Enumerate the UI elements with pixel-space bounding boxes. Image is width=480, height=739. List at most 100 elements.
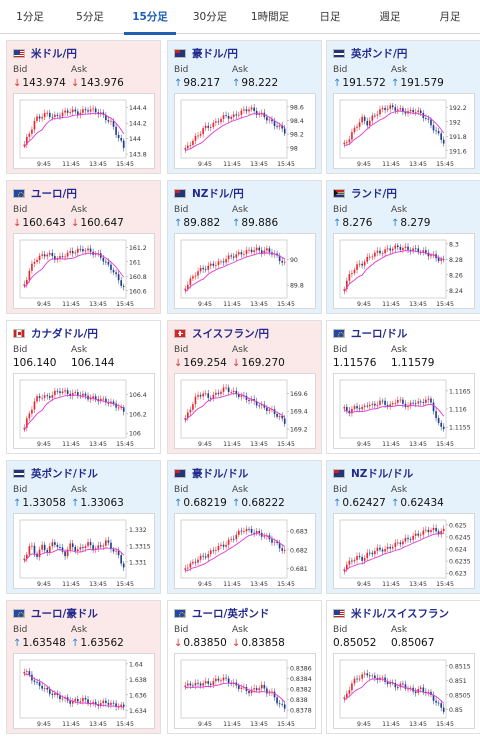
mini-candle-chart[interactable]: 1.332 1.3315 1.331 9:45 11:45 13:45 15:45	[13, 513, 155, 589]
candle-body	[59, 256, 61, 259]
candle-body	[41, 397, 43, 399]
ask-value: 0.85067	[391, 637, 434, 649]
mini-candle-chart[interactable]: 161.2 161 160.8 160.6 9:45 11:45 13:45 15:45	[13, 233, 155, 309]
bid-label: Bid	[13, 65, 28, 75]
pair-title[interactable]: ランド/円	[333, 186, 397, 200]
rate-card[interactable]: ユーロ/英ポンド Bid Ask ↓0.83850 ↓0.83858 0.8386 0.83…	[167, 600, 322, 734]
mini-candle-chart[interactable]: 0.8386 0.8384 0.8382 0.838 0.8378 9:45 11:45 13…	[174, 653, 316, 729]
pair-name[interactable]: 英ポンド/円	[351, 47, 408, 60]
candle-body	[51, 693, 54, 696]
pair-title[interactable]: ユーロ/ドル	[333, 326, 407, 340]
mini-candle-chart[interactable]: 0.683 0.682 0.681 9:45 11:45 13:45 15:45	[174, 513, 316, 589]
pair-name[interactable]: ランド/円	[351, 187, 397, 200]
arrow-up-icon: ↑	[391, 78, 400, 89]
pair-name[interactable]: カナダドル/円	[31, 327, 98, 340]
rate-card[interactable]: スイスフラン/円 Bid Ask ↓169.254 ↓169.270 169.6 169.4…	[167, 320, 322, 454]
rate-card[interactable]: 豪ドル/円 Bid Ask ↑98.217 ↑98.222 98.6 98.4 98.2 98 9…	[167, 40, 322, 174]
rate-card[interactable]: 米ドル/円 Bid Ask ↓143.974 ↓143.976 144.4 144.2 144…	[6, 40, 161, 174]
mini-candle-chart[interactable]: 169.6 169.4 169.2 9:45 11:45 13:45 15:45	[174, 373, 316, 449]
pair-name[interactable]: 英ポンド/ドル	[31, 467, 98, 480]
tab-1[interactable]: 5分足	[76, 11, 104, 23]
rate-card[interactable]: ユーロ/円 Bid Ask ↓160.643 ↓160.647 161.2 161 160.8…	[6, 180, 161, 314]
mini-candle-chart[interactable]: 98.6 98.4 98.2 98 9:45 11:45 13:45 15:45	[174, 93, 316, 169]
mini-candle-chart[interactable]: 8.3 8.28 8.26 8.24 9:45 11:45 13:45 15:45	[333, 233, 475, 309]
pair-title[interactable]: 豪ドル/円	[174, 46, 238, 60]
mini-candle-chart[interactable]: 192.2 192 191.8 191.6 9:45 11:45 13:45 15:45	[333, 93, 475, 169]
candle-body	[386, 108, 389, 110]
candle-body	[105, 540, 107, 546]
rate-card[interactable]: ランド/円 Bid Ask ↑8.276 ↑8.279 8.3 8.28 8.26 8.24 9:…	[326, 180, 480, 314]
candle-body	[404, 403, 407, 408]
x-tick-label: 9:45	[357, 301, 371, 308]
pair-name[interactable]: ユーロ/ドル	[351, 327, 408, 340]
candle-body	[404, 684, 407, 689]
rate-card[interactable]: NZドル/円 Bid Ask ↑89.882 ↑89.886 90 89.8 9:45 11:4…	[167, 180, 322, 314]
ask-label: Ask	[232, 625, 249, 635]
rate-card[interactable]: 豪ドル/ドル Bid Ask ↑0.68219 ↑0.68222 0.683 0.682 0.…	[167, 460, 322, 594]
rate-card[interactable]: カナダドル/円 Bid Ask 106.140 106.144 106.4 106.2 106…	[6, 320, 161, 454]
pair-title[interactable]: カナダドル/円	[13, 326, 98, 340]
x-tick-label: 9:45	[37, 581, 51, 588]
ask-label: Ask	[391, 345, 408, 355]
mini-candle-chart[interactable]: 90 89.8 9:45 11:45 13:45 15:45	[174, 233, 316, 309]
tab-4[interactable]: 1時間足	[250, 11, 290, 23]
pair-title[interactable]: 豪ドル/ドル	[174, 466, 248, 480]
mini-candle-chart[interactable]: 1.1165 1.116 1.1155 9:45 11:45 13:45 15:45	[333, 373, 475, 449]
pair-title[interactable]: 米ドル/スイスフラン	[333, 606, 449, 620]
pair-name[interactable]: ユーロ/豪ドル	[31, 607, 98, 620]
mini-candle-chart[interactable]: 144.4 144.2 144 143.8 9:45 11:45 13:45 15:45	[13, 93, 155, 169]
mini-candle-chart[interactable]: 0.8515 0.851 0.8505 0.85 9:45 11:45 13:45 15:45	[333, 653, 475, 729]
pair-name[interactable]: NZドル/ドル	[351, 467, 414, 480]
pair-name[interactable]: 米ドル/円	[31, 47, 77, 60]
pair-title[interactable]: ユーロ/英ポンド	[174, 606, 269, 620]
pair-name[interactable]: 豪ドル/ドル	[192, 467, 249, 480]
candle-body	[394, 107, 397, 111]
pair-title[interactable]: 英ポンド/円	[333, 46, 407, 60]
pair-name[interactable]: スイスフラン/円	[192, 327, 270, 340]
tab-6[interactable]: 週足	[379, 11, 401, 23]
ask-label: Ask	[391, 485, 408, 495]
pair-title[interactable]: 英ポンド/ドル	[13, 466, 98, 480]
tab-5[interactable]: 日足	[319, 11, 341, 23]
candle-body	[217, 678, 220, 681]
mini-candle-chart[interactable]: 106.4 106.2 106 9:45 11:45 13:45 15:45	[13, 373, 155, 449]
candle-body	[31, 545, 33, 547]
tab-3[interactable]: 30分足	[192, 11, 228, 23]
candle-body	[215, 550, 217, 551]
pair-title[interactable]: NZドル/ドル	[333, 466, 413, 480]
candle-body	[245, 109, 248, 112]
pair-name[interactable]: 米ドル/スイスフラン	[351, 607, 450, 620]
candle-body	[220, 680, 222, 682]
pair-title[interactable]: 米ドル/円	[13, 46, 77, 60]
candle-body	[225, 115, 227, 116]
tab-2[interactable]: 15分足	[120, 0, 180, 35]
pair-name[interactable]: ユーロ/円	[31, 187, 77, 200]
candle-body	[77, 248, 79, 253]
candle-body	[192, 276, 194, 279]
y-tick-label: 1.64	[129, 661, 143, 668]
pair-title[interactable]: NZドル/円	[174, 186, 244, 200]
pair-name[interactable]: 豪ドル/円	[192, 47, 238, 60]
ask-label: Ask	[232, 485, 249, 495]
rate-card[interactable]: ユーロ/豪ドル Bid Ask ↑1.63548 ↑1.63562 1.64 1.638 1.…	[6, 600, 161, 734]
rate-card[interactable]: 英ポンド/円 Bid Ask ↑191.572 ↑191.579 192.2 192 191.…	[326, 40, 480, 174]
mini-candle-chart[interactable]: 0.625 0.6245 0.624 0.6235 0.623 9:45 11:45 13:4…	[333, 513, 475, 589]
ask-number: 8.279	[400, 217, 431, 229]
candle-body	[253, 107, 255, 111]
rate-card[interactable]: ユーロ/ドル Bid Ask 1.11576 1.11579 1.1165 1.116 1.1…	[326, 320, 480, 454]
mini-candle-chart[interactable]: 1.64 1.638 1.636 1.634 9:45 11:45 13:45 15:45	[13, 653, 155, 729]
candle-body	[255, 688, 258, 691]
pair-title[interactable]: ユーロ/豪ドル	[13, 606, 98, 620]
tab-7[interactable]: 月足	[439, 11, 461, 23]
rate-card[interactable]: 英ポンド/ドル Bid Ask ↑1.33058 ↑1.33063 1.332 1.3315…	[6, 460, 161, 594]
y-tick-label: 0.682	[290, 547, 308, 554]
tab-0[interactable]: 1分足	[16, 11, 44, 23]
pair-name[interactable]: ユーロ/英ポンド	[192, 607, 270, 620]
pair-name[interactable]: NZドル/円	[192, 187, 244, 200]
candle-body	[371, 403, 374, 406]
x-tick-label: 13:45	[89, 441, 107, 448]
pair-title[interactable]: スイスフラン/円	[174, 326, 269, 340]
pair-title[interactable]: ユーロ/円	[13, 186, 77, 200]
rate-card[interactable]: 米ドル/スイスフラン Bid Ask 0.85052 0.85067 0.8515 0.85…	[326, 600, 480, 734]
rate-card[interactable]: NZドル/ドル Bid Ask ↑0.62427 ↑0.62434 0.625 0.6245…	[326, 460, 480, 594]
